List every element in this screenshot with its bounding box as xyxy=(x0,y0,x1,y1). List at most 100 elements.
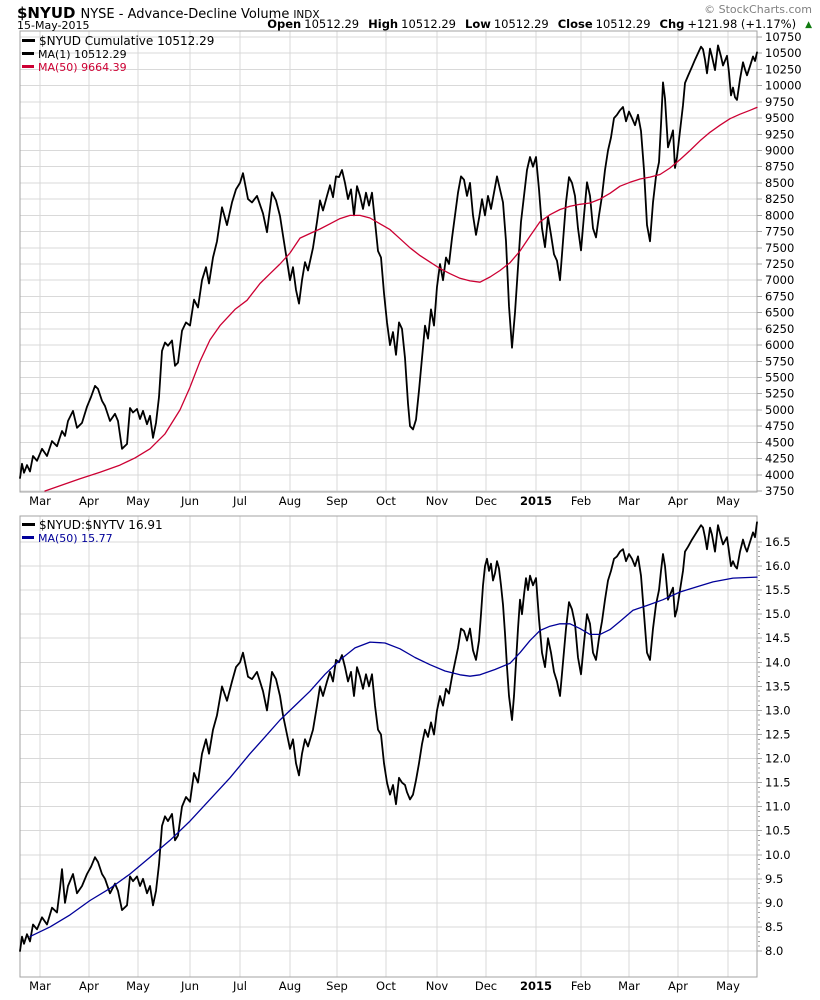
plot-frame xyxy=(19,30,758,493)
x-axis-label: Dec xyxy=(475,979,497,993)
y-axis-label: 7250 xyxy=(765,257,794,271)
x-axis-label: Sep xyxy=(326,979,348,993)
x-axis-label: Mar xyxy=(29,494,51,508)
x-axis-label: Jun xyxy=(180,494,199,508)
y-axis-label: 11.0 xyxy=(765,800,791,814)
x-axis-label: Nov xyxy=(426,494,449,508)
y-axis-label: 10.0 xyxy=(765,848,791,862)
x-axis-label: Oct xyxy=(376,494,396,508)
y-axis-label: 9750 xyxy=(765,95,794,109)
x-axis-label: Apr xyxy=(668,494,688,508)
legend-label-price: $NYUD Cumulative 10512.29 xyxy=(39,34,215,48)
y-axis-label: 8500 xyxy=(765,176,794,190)
close-label: Close xyxy=(557,17,593,31)
open-label: Open xyxy=(267,17,302,31)
y-axis-label: 9250 xyxy=(765,127,794,141)
x-axis-label: Jun xyxy=(180,979,199,993)
y-axis-label: 4750 xyxy=(765,419,794,433)
x-axis-label: May xyxy=(126,979,150,993)
y-axis-label: 5250 xyxy=(765,387,794,401)
chg-value: +121.98 (+1.17%) xyxy=(687,17,797,31)
y-axis-label: 12.0 xyxy=(765,752,791,766)
x-axis-label: Oct xyxy=(376,979,396,993)
x-axis-label: Mar xyxy=(618,494,640,508)
plot-frame xyxy=(19,515,758,978)
legend-label-ma1: MA(1) 10512.29 xyxy=(38,48,127,61)
y-axis-label: 9000 xyxy=(765,144,794,158)
ma50-red-line xyxy=(44,106,758,492)
x-axis-label: Feb xyxy=(571,979,591,993)
chart-date: 15-May-2015 xyxy=(17,19,90,32)
legend-top: $NYUD Cumulative 10512.29 MA(1) 10512.29… xyxy=(22,35,214,74)
y-axis-label: 7500 xyxy=(765,241,794,255)
x-axis-label: 2015 xyxy=(520,494,552,508)
y-axis-label: 7750 xyxy=(765,225,794,239)
y-axis-label: 4500 xyxy=(765,435,794,449)
low-label: Low xyxy=(465,17,491,31)
x-axis-label: Aug xyxy=(279,494,301,508)
y-axis-label: 15.5 xyxy=(765,583,791,597)
y-axis-label: 6000 xyxy=(765,338,794,352)
nyud-nytv-ratio-line xyxy=(19,521,758,952)
y-axis-label: 9.0 xyxy=(765,896,783,910)
legend-swatch-price xyxy=(22,39,35,42)
symbol: $NYUD xyxy=(17,4,76,22)
y-axis-label: 8250 xyxy=(765,192,794,206)
y-axis-label: 10750 xyxy=(765,30,802,44)
exchange-tag: INDX xyxy=(293,9,320,21)
nyud-cumulative-line xyxy=(19,44,758,479)
low-value: 10512.29 xyxy=(493,17,549,31)
x-axis-label: Mar xyxy=(618,979,640,993)
legend-bottom: $NYUD:$NYTV 16.91 MA(50) 15.77 xyxy=(22,519,163,545)
y-axis-label: 15.0 xyxy=(765,607,791,621)
y-axis-label: 13.5 xyxy=(765,679,791,693)
y-axis-label: 6500 xyxy=(765,306,794,320)
y-axis-label: 12.5 xyxy=(765,727,791,741)
y-axis-label: 8.0 xyxy=(765,944,783,958)
close-value: 10512.29 xyxy=(595,17,651,31)
y-axis-label: 14.0 xyxy=(765,655,791,669)
up-arrow-icon: ▲ xyxy=(805,20,812,30)
y-axis-label: 5500 xyxy=(765,371,794,385)
x-axis-label: Jul xyxy=(232,494,247,508)
x-axis-label: Aug xyxy=(279,979,301,993)
y-axis-label: 14.5 xyxy=(765,631,791,645)
high-value: 10512.29 xyxy=(401,17,456,31)
legend-swatch-ratio xyxy=(22,523,35,526)
x-axis-label: Nov xyxy=(426,979,449,993)
x-axis-label: Apr xyxy=(79,494,99,508)
y-axis-label: 16.0 xyxy=(765,559,791,573)
copyright: © StockCharts.com xyxy=(704,3,812,16)
y-axis-label: 13.0 xyxy=(765,703,791,717)
x-axis-label: Apr xyxy=(668,979,688,993)
chart-title: NYSE - Advance-Decline Volume xyxy=(80,7,290,22)
legend-label-ma50-red: MA(50) 9664.39 xyxy=(38,61,127,74)
x-axis-label: Dec xyxy=(475,494,497,508)
open-value: 10512.29 xyxy=(304,17,360,31)
y-axis-label: 4000 xyxy=(765,468,794,482)
x-axis-label: Sep xyxy=(326,494,348,508)
y-axis-label: 6250 xyxy=(765,322,794,336)
y-axis-label: 10000 xyxy=(765,79,802,93)
legend-swatch-ma50-red xyxy=(22,65,34,68)
y-axis-label: 8000 xyxy=(765,208,794,222)
y-axis-label: 9500 xyxy=(765,111,794,125)
y-axis-label: 10500 xyxy=(765,46,802,60)
legend-swatch-ma50-blue xyxy=(22,536,34,539)
y-axis-label: 11.5 xyxy=(765,776,791,790)
y-axis-label: 10250 xyxy=(765,62,802,76)
y-axis-label: 7000 xyxy=(765,273,794,287)
x-axis-label: Apr xyxy=(79,979,99,993)
y-axis-label: 5750 xyxy=(765,354,794,368)
legend-label-ratio: $NYUD:$NYTV 16.91 xyxy=(39,518,163,532)
y-axis-label: 6750 xyxy=(765,289,794,303)
high-label: High xyxy=(368,17,399,31)
y-axis-label: 10.5 xyxy=(765,824,791,838)
x-axis-label: May xyxy=(716,979,740,993)
x-axis-label: May xyxy=(126,494,150,508)
y-axis-label: 9.5 xyxy=(765,872,783,886)
legend-label-ma50-blue: MA(50) 15.77 xyxy=(38,532,113,545)
y-axis-label: 4250 xyxy=(765,452,794,466)
x-axis-label: 2015 xyxy=(520,979,552,993)
